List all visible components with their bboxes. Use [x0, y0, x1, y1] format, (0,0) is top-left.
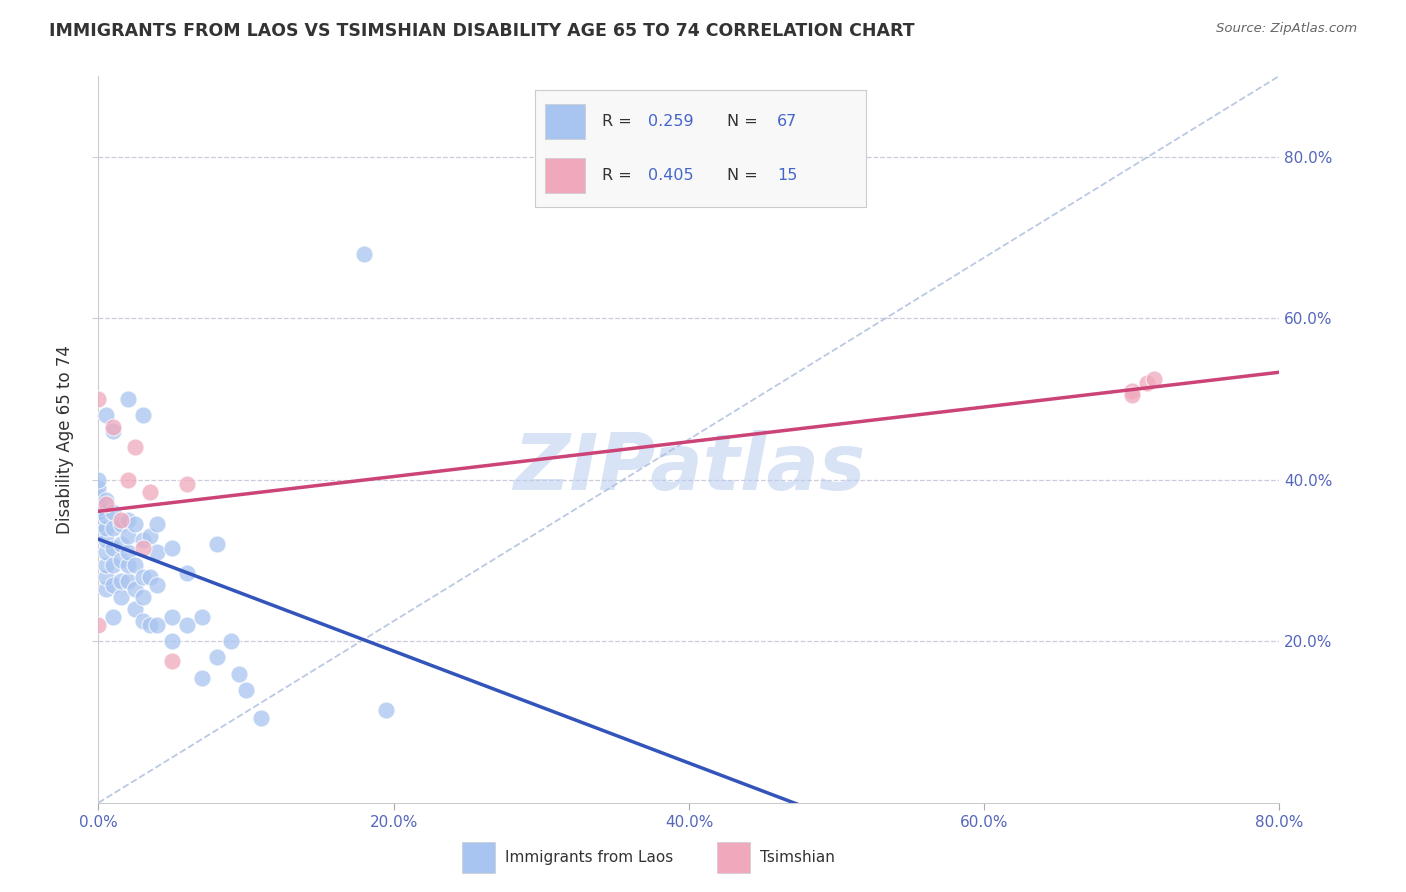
Point: [94, 558, 117, 572]
Point: [87, 481, 110, 495]
Point: [205, 650, 228, 665]
Text: IMMIGRANTS FROM LAOS VS TSIMSHIAN DISABILITY AGE 65 TO 74 CORRELATION CHART: IMMIGRANTS FROM LAOS VS TSIMSHIAN DISABI…: [49, 22, 915, 40]
Point: [146, 517, 169, 532]
Point: [250, 711, 273, 725]
Point: [132, 533, 155, 548]
Point: [124, 602, 146, 616]
Point: [94, 533, 117, 548]
Point: [139, 569, 162, 583]
Point: [87, 509, 110, 524]
Point: [103, 424, 125, 438]
Point: [94, 497, 117, 511]
Point: [94, 569, 117, 583]
Point: [162, 610, 183, 624]
Point: [124, 517, 146, 532]
Point: [110, 537, 132, 551]
Point: [221, 634, 243, 648]
Point: [146, 545, 169, 559]
Point: [103, 420, 125, 434]
Point: [117, 392, 139, 406]
Point: [87, 473, 110, 487]
Point: [191, 671, 214, 685]
Point: [94, 545, 117, 559]
Point: [117, 473, 139, 487]
Point: [94, 492, 117, 507]
Point: [228, 666, 250, 681]
Point: [103, 610, 125, 624]
Point: [176, 618, 198, 632]
Point: [132, 569, 155, 583]
Point: [103, 558, 125, 572]
Point: [87, 505, 110, 519]
Text: Source: ZipAtlas.com: Source: ZipAtlas.com: [1216, 22, 1357, 36]
Point: [110, 553, 132, 567]
Point: [146, 578, 169, 592]
Point: [176, 476, 198, 491]
Point: [110, 590, 132, 604]
Y-axis label: Disability Age 65 to 74: Disability Age 65 to 74: [56, 345, 75, 533]
Point: [1143, 372, 1166, 386]
Point: [132, 590, 155, 604]
Point: [235, 682, 257, 697]
Point: [162, 634, 183, 648]
Point: [191, 610, 214, 624]
Point: [94, 521, 117, 535]
Point: [87, 489, 110, 503]
Point: [162, 655, 183, 669]
Point: [353, 246, 375, 260]
Point: [1121, 384, 1143, 398]
Point: [132, 408, 155, 422]
Point: [117, 545, 139, 559]
Point: [103, 505, 125, 519]
Point: [110, 574, 132, 588]
Point: [87, 392, 110, 406]
Point: [94, 509, 117, 524]
Point: [117, 558, 139, 572]
Text: ZIPatlas: ZIPatlas: [513, 430, 865, 507]
Point: [124, 582, 146, 596]
Point: [205, 537, 228, 551]
Point: [1136, 376, 1159, 390]
Point: [103, 578, 125, 592]
Point: [146, 618, 169, 632]
Point: [117, 574, 139, 588]
Point: [124, 441, 146, 455]
Point: [87, 497, 110, 511]
Point: [132, 541, 155, 556]
Point: [139, 484, 162, 499]
Point: [124, 558, 146, 572]
Point: [117, 513, 139, 527]
Point: [162, 541, 183, 556]
Point: [87, 517, 110, 532]
Point: [87, 525, 110, 540]
Point: [103, 541, 125, 556]
Point: [110, 517, 132, 532]
Point: [94, 408, 117, 422]
Point: [139, 618, 162, 632]
Point: [139, 529, 162, 543]
Point: [117, 529, 139, 543]
Point: [132, 614, 155, 628]
Point: [87, 500, 110, 515]
Point: [94, 582, 117, 596]
Point: [103, 521, 125, 535]
Point: [110, 513, 132, 527]
Point: [1121, 388, 1143, 402]
Point: [87, 618, 110, 632]
Point: [375, 703, 398, 717]
Point: [176, 566, 198, 580]
